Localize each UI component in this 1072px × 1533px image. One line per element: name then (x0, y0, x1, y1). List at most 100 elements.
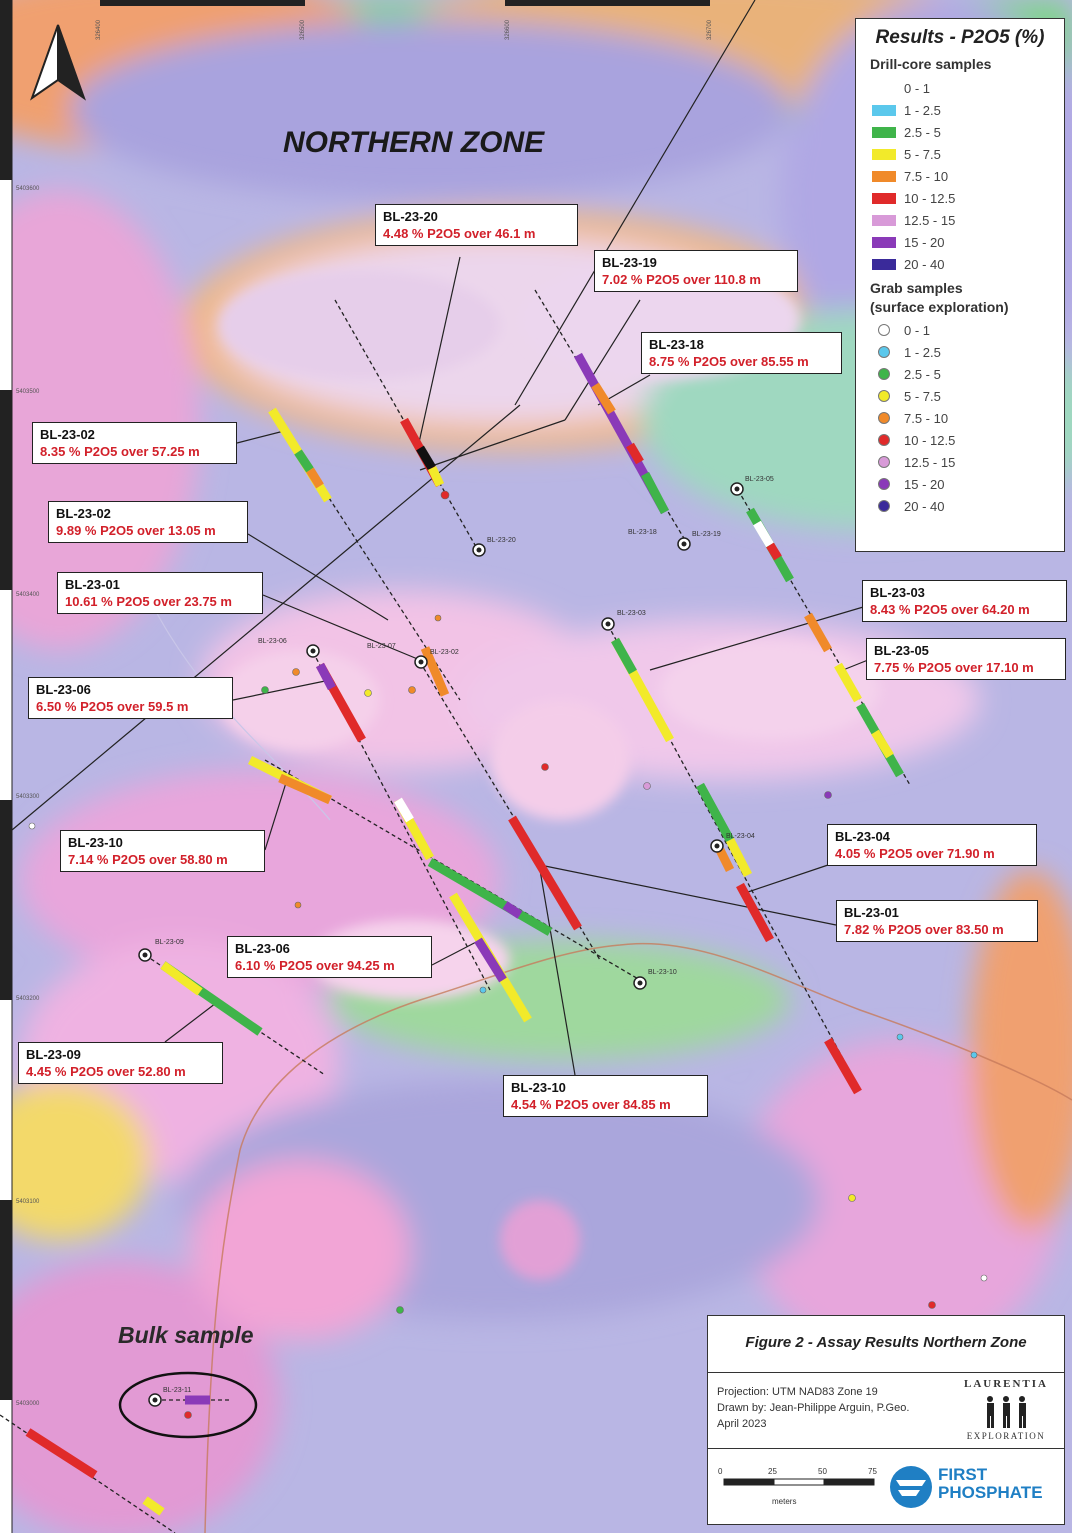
zone-title: NORTHERN ZONE (283, 126, 545, 159)
callout-hole: BL-23-04 (835, 829, 890, 844)
legend-drill-header: Drill-core samples (870, 56, 992, 72)
scale-tick-0: 0 (718, 1467, 723, 1476)
legend-grab-header: Grab samples (surface exploration) (870, 279, 1054, 317)
callout-hole: BL-23-10 (511, 1080, 566, 1095)
callout-bl-23-06[interactable]: BL-23-06 6.50 % P2O5 over 59.5 m (28, 677, 233, 719)
callout-result: 7.75 % P2O5 over 17.10 m (874, 660, 1034, 675)
figure-title: Figure 2 - Assay Results Northern Zone (745, 1334, 1027, 1351)
callout-bl-23-02[interactable]: BL-23-02 8.35 % P2O5 over 57.25 m (32, 422, 237, 464)
projection-text: Projection: UTM NAD83 Zone 19 (717, 1386, 878, 1398)
legend-swatch (872, 236, 896, 248)
legend-swatch (872, 82, 896, 94)
legend-grab-row: 7.5 - 10 (872, 407, 1054, 429)
callout-hole: BL-23-01 (844, 905, 899, 920)
legend-grab-row: 5 - 7.5 (872, 385, 1054, 407)
legend-grab-row: 2.5 - 5 (872, 363, 1054, 385)
callout-hole: BL-23-09 (26, 1047, 81, 1062)
legend-swatch (872, 214, 896, 226)
callout-result: 7.02 % P2O5 over 110.8 m (602, 272, 761, 287)
callout-result: 4.45 % P2O5 over 52.80 m (26, 1064, 186, 1079)
legend-swatch (872, 148, 896, 160)
scale-tick-25: 25 (768, 1467, 777, 1476)
callout-bl-23-10b[interactable]: BL-23-10 4.54 % P2O5 over 84.85 m (503, 1075, 708, 1117)
grid-labels: 326400 326500 326600 326700 5403600 5403… (16, 19, 713, 1407)
callout-hole: BL-23-10 (68, 835, 123, 850)
grab-sample-dots (28, 490, 988, 1419)
legend-grab-row: 20 - 40 (872, 495, 1054, 517)
callout-bl-23-01[interactable]: BL-23-01 10.61 % P2O5 over 23.75 m (57, 572, 263, 614)
info-divider-2 (708, 1448, 1064, 1449)
callout-bl-23-18[interactable]: BL-23-18 8.75 % P2O5 over 85.55 m (641, 332, 842, 374)
collar-label: BL-23-20 (487, 537, 516, 544)
grid-label-n4: 5403300 (16, 794, 40, 800)
legend-label: 0 - 1 (904, 322, 931, 338)
legend-dot (878, 390, 890, 402)
brand-name-2: PHOSPHATE (938, 1483, 1043, 1502)
collar-label: BL-23-02 (430, 649, 459, 656)
collar-bl-23-19 (677, 537, 691, 551)
drill-core-segments (25, 352, 904, 1516)
legend-drill-row: 1 - 2.5 (872, 99, 1054, 121)
callout-bl-23-20[interactable]: BL-23-20 4.48 % P2O5 over 46.1 m (375, 204, 578, 246)
callout-bl-23-19[interactable]: BL-23-19 7.02 % P2O5 over 110.8 m (594, 250, 798, 292)
legend-label: 7.5 - 10 (904, 168, 949, 184)
legend-label: 12.5 - 15 (904, 212, 956, 228)
scale-tick-50: 50 (818, 1467, 827, 1476)
legend-dot (878, 434, 890, 446)
legend-dot (878, 412, 890, 424)
callout-bl-23-06b[interactable]: BL-23-06 6.10 % P2O5 over 94.25 m (227, 936, 432, 978)
callout-bl-23-04[interactable]: BL-23-04 4.05 % P2O5 over 71.90 m (827, 824, 1037, 866)
legend: Results - P2O5 (%) Drill-core samples 0 … (855, 18, 1065, 552)
callout-hole: BL-23-20 (383, 209, 438, 224)
collar-bl-23-02 (414, 655, 428, 669)
legend-label: 20 - 40 (904, 256, 945, 272)
trail-line-2 (204, 1149, 241, 1533)
collar-bl-23-05 (730, 482, 744, 496)
legend-label: 1 - 2.5 (904, 102, 941, 118)
collar-label: BL-23-05 (745, 476, 774, 483)
legend-swatch (872, 104, 896, 116)
legend-label: 5 - 7.5 (904, 146, 941, 162)
grid-label-n7: 5403000 (16, 1401, 40, 1407)
callout-hole: BL-23-06 (235, 941, 290, 956)
callout-result: 7.82 % P2O5 over 83.50 m (844, 922, 1004, 937)
legend-drill-row: 10 - 12.5 (872, 187, 1054, 209)
legend-grab-header-1: Grab samples (870, 280, 963, 296)
laurentia-logo-bottom: EXPLORATION (966, 1431, 1046, 1441)
legend-dot (878, 478, 890, 490)
callout-hole: BL-23-03 (870, 585, 925, 600)
callout-bl-23-02b[interactable]: BL-23-02 9.89 % P2O5 over 13.05 m (48, 501, 248, 543)
legend-label: 5 - 7.5 (904, 388, 941, 404)
grid-label-n3: 5403400 (16, 592, 40, 598)
grid-label-e2: 326500 (300, 19, 306, 40)
first-phosphate-logo-icon (890, 1466, 932, 1508)
collar-label: BL-23-19 (692, 531, 721, 538)
callout-bl-23-01b[interactable]: BL-23-01 7.82 % P2O5 over 83.50 m (836, 900, 1038, 942)
legend-grab-rows: 0 - 1 1 - 2.5 2.5 - 5 5 - 7.5 7.5 - 10 10 - 1… (866, 319, 1054, 517)
collar-bl-23-09 (138, 948, 152, 962)
legend-label: 15 - 20 (904, 476, 945, 492)
callout-result: 4.48 % P2O5 over 46.1 m (383, 226, 536, 241)
collar-label: BL-23-06 (258, 638, 287, 645)
collar-bl-23-04 (710, 839, 724, 853)
date-text: April 2023 (717, 1418, 767, 1430)
legend-label: 0 - 1 (904, 80, 931, 96)
grid-label-n2: 5403500 (16, 389, 40, 395)
callout-bl-23-09[interactable]: BL-23-09 4.45 % P2O5 over 52.80 m (18, 1042, 223, 1084)
callout-result: 8.43 % P2O5 over 64.20 m (870, 602, 1030, 617)
callout-bl-23-10[interactable]: BL-23-10 7.14 % P2O5 over 58.80 m (60, 830, 265, 872)
legend-label: 2.5 - 5 (904, 366, 941, 382)
collar-label: BL-23-09 (155, 939, 184, 946)
callout-bl-23-05[interactable]: BL-23-05 7.75 % P2O5 over 17.10 m (866, 638, 1066, 680)
grid-label-n5: 5403200 (16, 996, 40, 1002)
callout-hole: BL-23-19 (602, 255, 657, 270)
collar-bl-23-06 (306, 644, 320, 658)
legend-label: 15 - 20 (904, 234, 945, 250)
callout-result: 10.61 % P2O5 over 23.75 m (65, 594, 232, 609)
collar-labels: BL-23-20 BL-23-18 BL-23-19 BL-23-05 BL-2… (155, 476, 774, 1394)
callout-bl-23-03[interactable]: BL-23-03 8.43 % P2O5 over 64.20 m (862, 580, 1067, 622)
legend-grab-row: 0 - 1 (872, 319, 1054, 341)
scale-tick-75: 75 (868, 1467, 877, 1476)
grid-label-e1: 326400 (96, 19, 102, 40)
callout-hole: BL-23-18 (649, 337, 704, 352)
